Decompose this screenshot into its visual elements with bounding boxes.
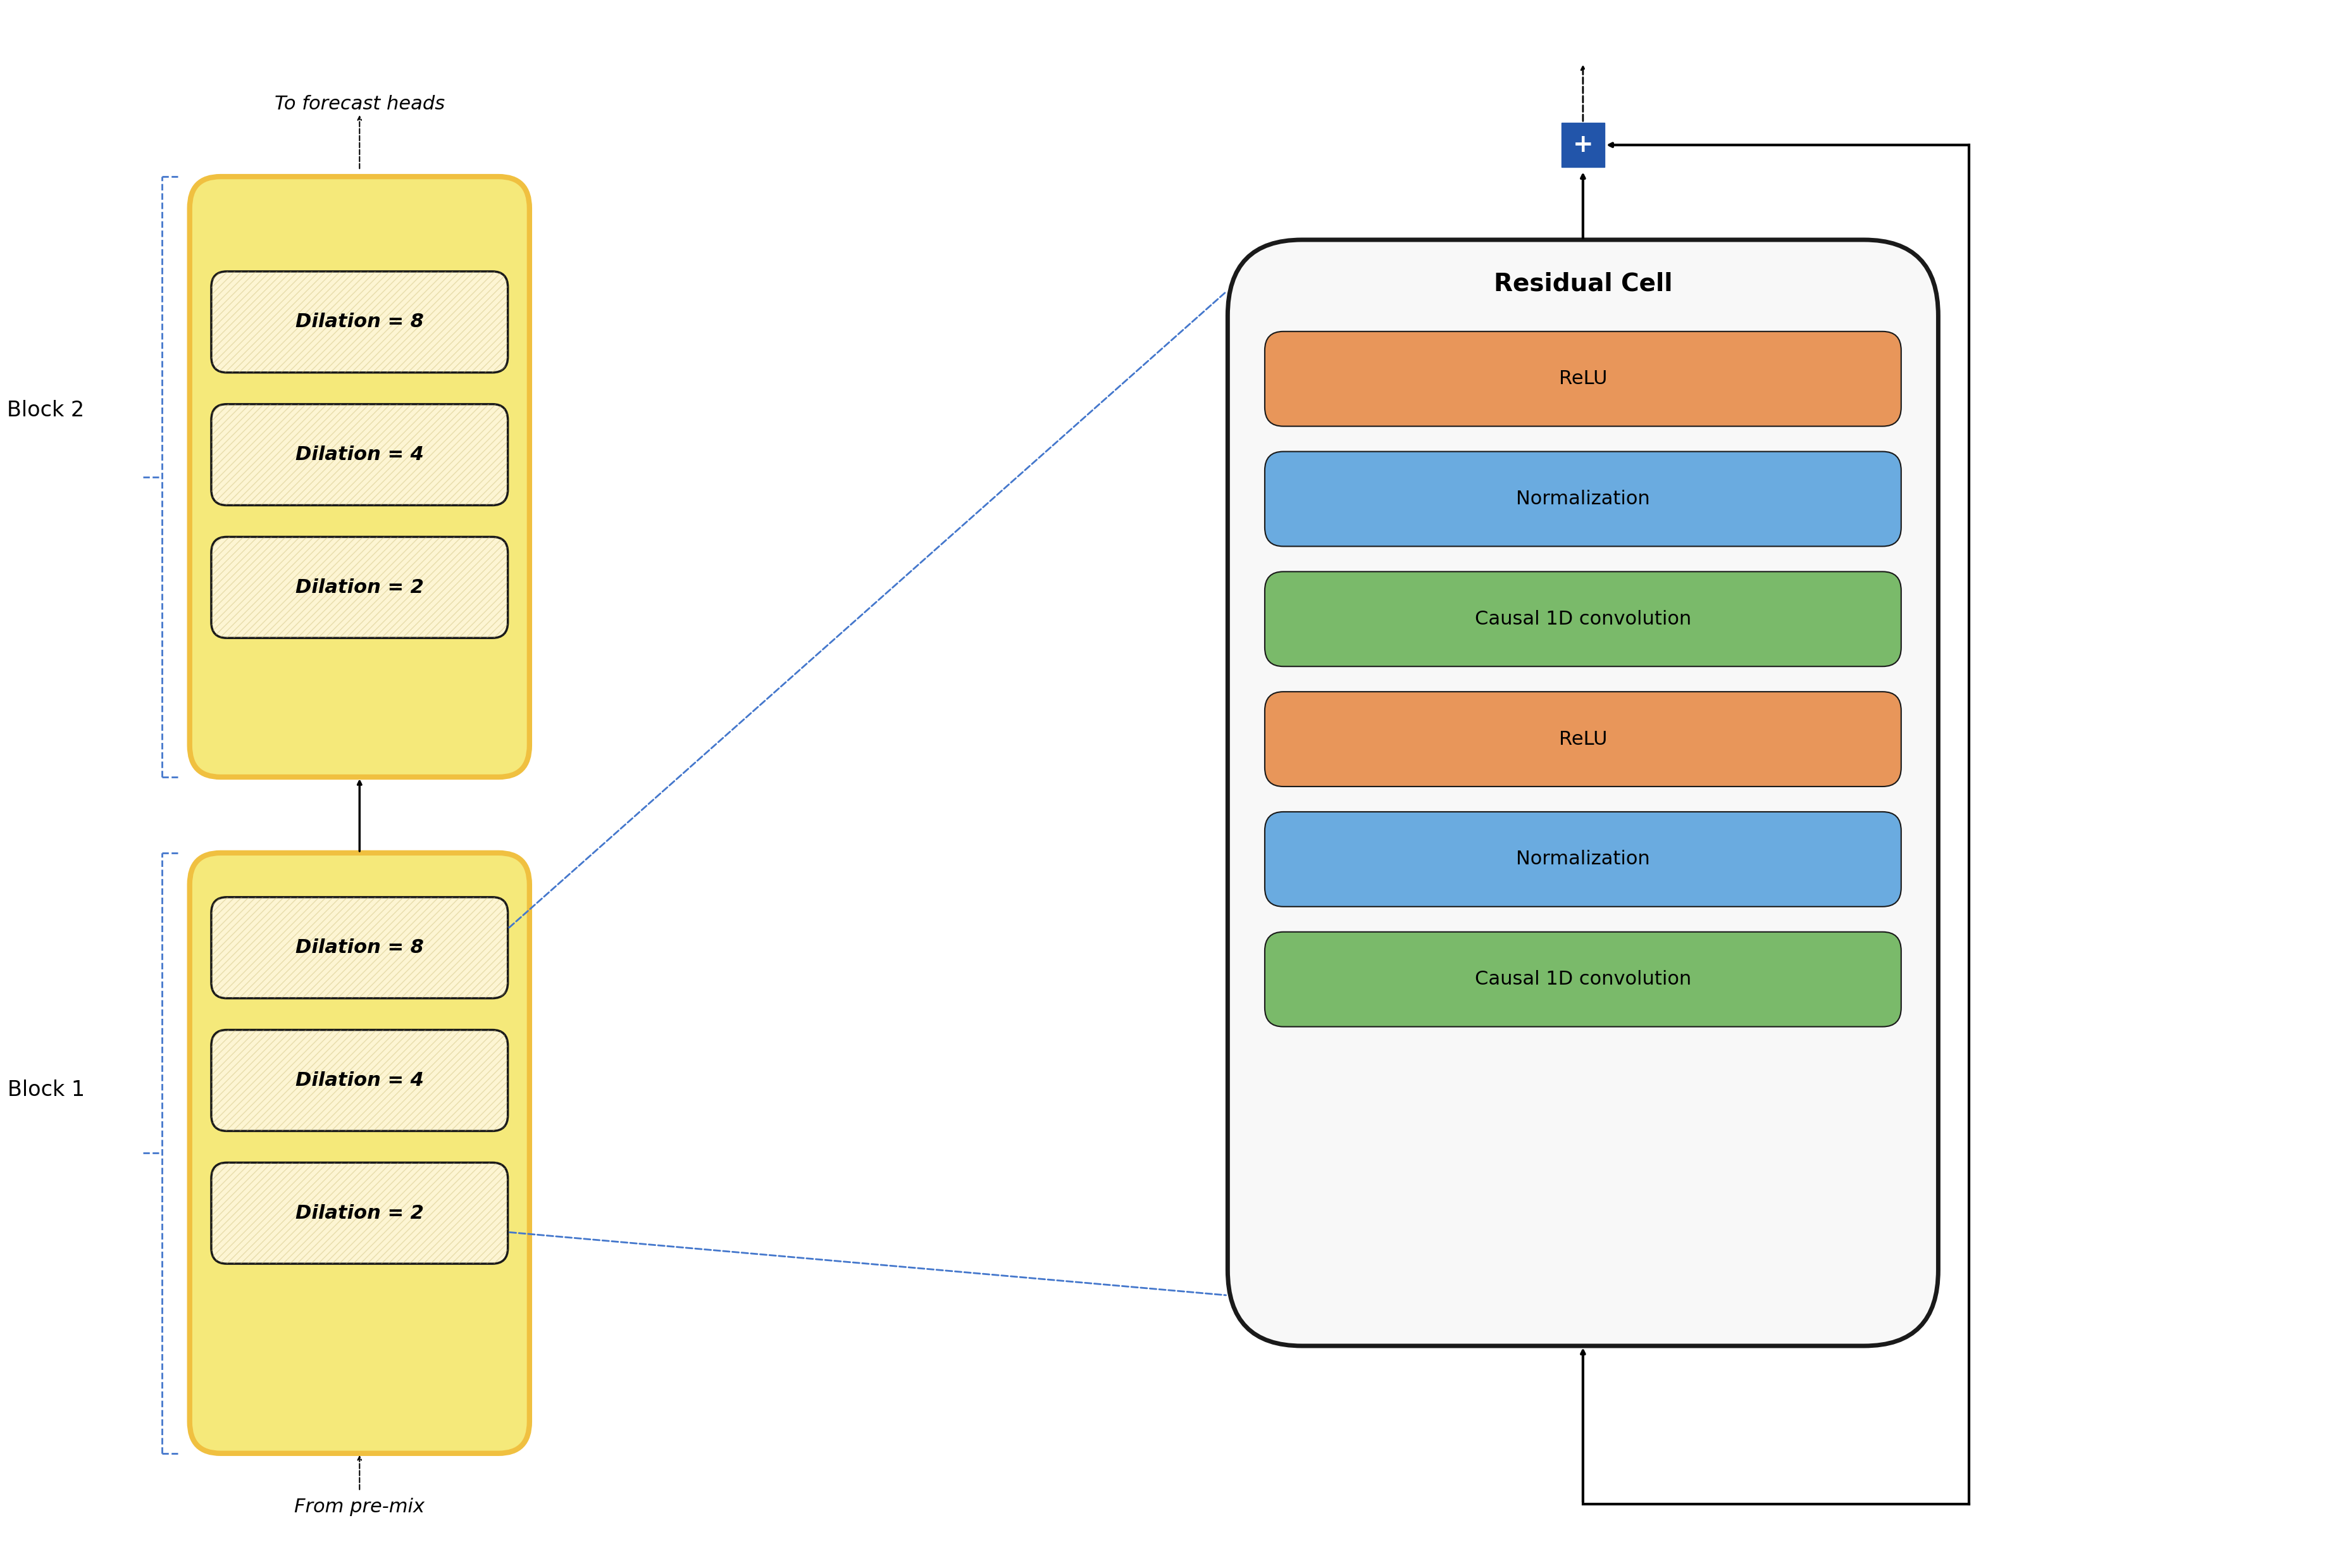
FancyBboxPatch shape	[1265, 572, 1900, 666]
Text: Causal 1D convolution: Causal 1D convolution	[1474, 971, 1691, 988]
FancyBboxPatch shape	[1265, 691, 1900, 787]
FancyBboxPatch shape	[189, 177, 529, 778]
FancyBboxPatch shape	[212, 405, 508, 505]
FancyBboxPatch shape	[212, 1162, 508, 1264]
FancyBboxPatch shape	[212, 897, 508, 999]
Text: Dilation = 2: Dilation = 2	[296, 1204, 424, 1223]
FancyBboxPatch shape	[1265, 812, 1900, 906]
Text: Dilation = 8: Dilation = 8	[296, 939, 424, 956]
Text: Residual Cell: Residual Cell	[1493, 271, 1672, 296]
Text: Normalization: Normalization	[1516, 850, 1649, 869]
Text: Dilation = 8: Dilation = 8	[296, 312, 424, 331]
Text: Causal 1D convolution: Causal 1D convolution	[1474, 610, 1691, 629]
Text: From pre-mix: From pre-mix	[293, 1497, 424, 1516]
FancyBboxPatch shape	[212, 536, 508, 638]
Text: ReLU: ReLU	[1558, 370, 1607, 387]
Text: +: +	[1572, 133, 1593, 157]
FancyBboxPatch shape	[189, 853, 529, 1454]
FancyBboxPatch shape	[212, 1030, 508, 1131]
Text: To forecast heads: To forecast heads	[275, 96, 445, 113]
Text: Normalization: Normalization	[1516, 489, 1649, 508]
Text: Dilation = 4: Dilation = 4	[296, 445, 424, 464]
Text: Block 2: Block 2	[7, 400, 84, 420]
FancyBboxPatch shape	[1265, 931, 1900, 1027]
FancyBboxPatch shape	[1265, 452, 1900, 546]
FancyBboxPatch shape	[1227, 240, 1938, 1345]
Text: Block 1: Block 1	[7, 1079, 84, 1101]
Text: ReLU: ReLU	[1558, 731, 1607, 748]
FancyBboxPatch shape	[212, 271, 508, 373]
FancyBboxPatch shape	[1560, 122, 1605, 168]
Text: Dilation = 2: Dilation = 2	[296, 579, 424, 596]
Text: Dilation = 4: Dilation = 4	[296, 1071, 424, 1090]
FancyBboxPatch shape	[1265, 331, 1900, 426]
